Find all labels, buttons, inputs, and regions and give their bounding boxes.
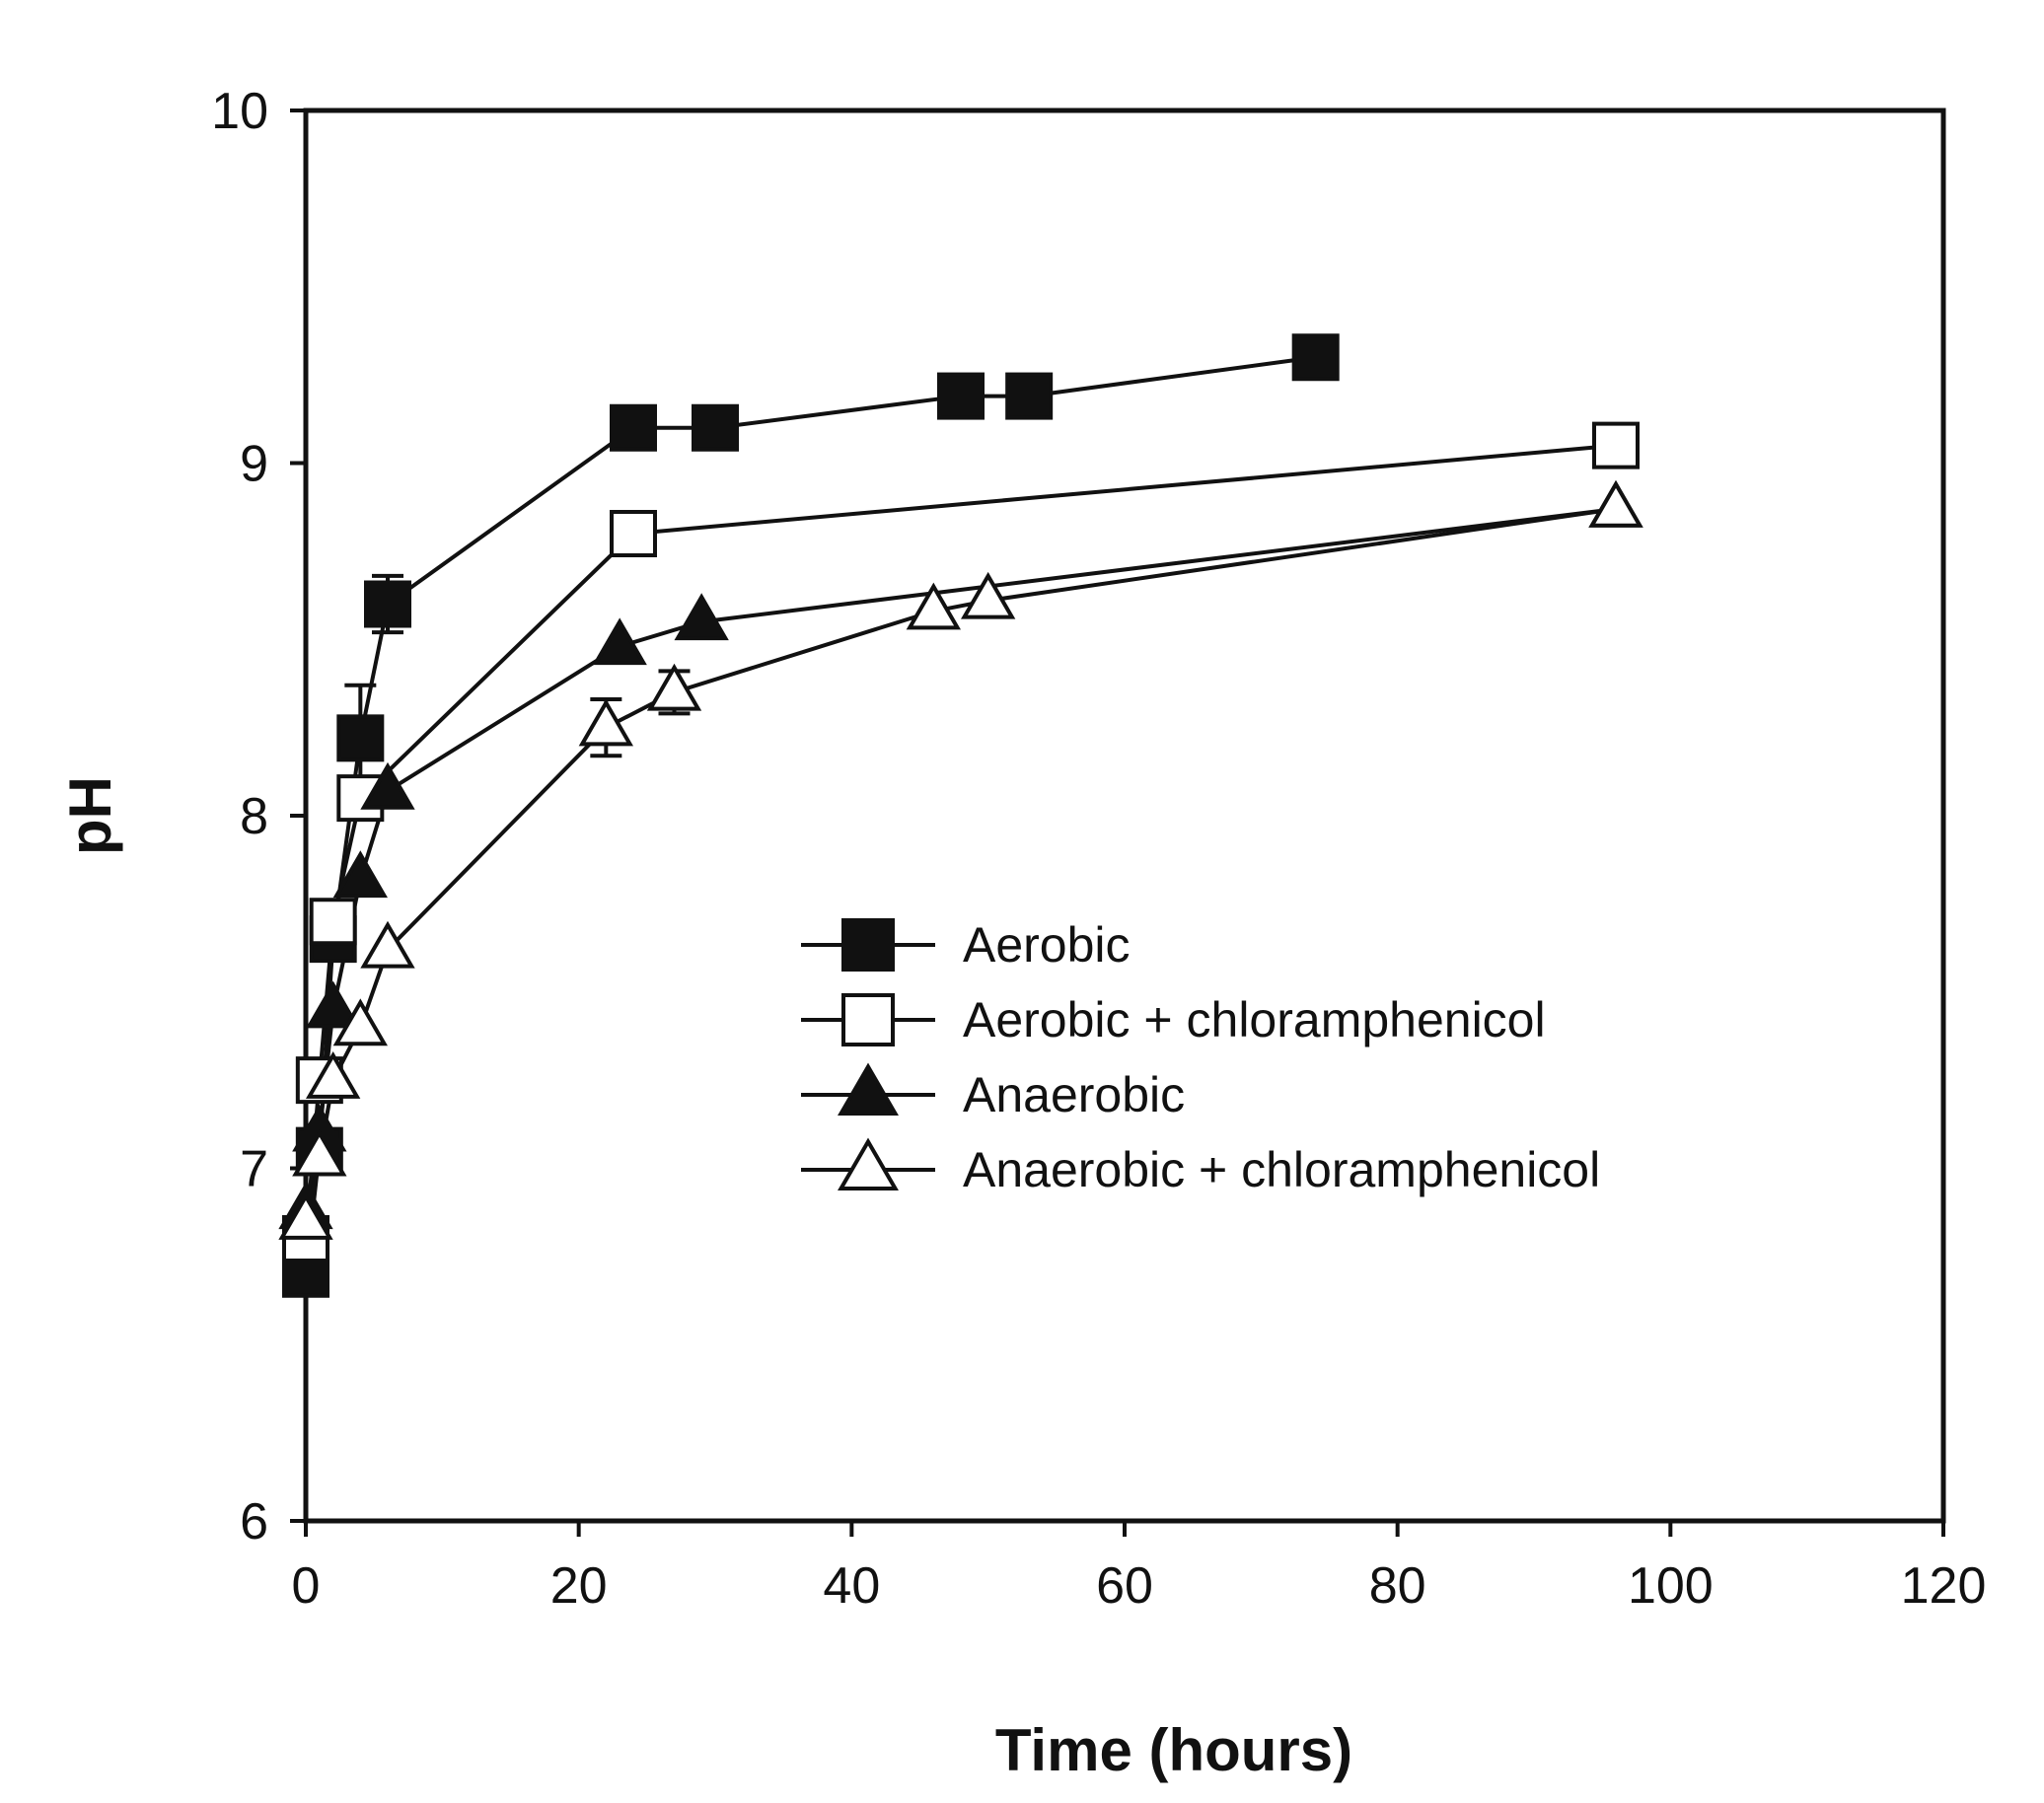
- data-point-anaerobic: [332, 850, 389, 899]
- data-point-anaerobic-chloramphenicol: [292, 1128, 347, 1177]
- x-tick-label: 20: [550, 1557, 608, 1615]
- data-point-anaerobic-chloramphenicol: [305, 1051, 361, 1099]
- data-point-aerobic: [336, 714, 385, 762]
- x-tick-label: 0: [292, 1557, 321, 1615]
- data-point-aerobic-chloramphenicol: [309, 898, 357, 946]
- x-tick-label: 40: [823, 1557, 880, 1615]
- x-tick-label: 100: [1628, 1557, 1714, 1615]
- y-tick-label: 8: [240, 788, 268, 845]
- data-point-aerobic-chloramphenicol: [610, 510, 657, 557]
- data-point-aerobic: [692, 403, 739, 452]
- legend-label-aerobic: Aerobic: [963, 917, 1131, 973]
- legend-label-anaerobic-chloramphenicol: Anaerobic + chloramphenicol: [963, 1142, 1600, 1197]
- data-point-anaerobic-chloramphenicol: [646, 663, 702, 711]
- data-point-aerobic-chloramphenicol: [1592, 421, 1640, 469]
- data-point-anaerobic: [592, 617, 647, 666]
- legend-marker-anaerobic: [838, 1062, 899, 1116]
- legend-marker-anaerobic-chloramphenicol: [838, 1137, 899, 1190]
- x-axis-title: Time (hours): [995, 1717, 1352, 1783]
- data-point-anaerobic-chloramphenicol: [278, 1192, 333, 1240]
- data-point-anaerobic-chloramphenicol: [960, 571, 1016, 619]
- legend-label-anaerobic: Anaerobic: [963, 1067, 1185, 1122]
- series-line-aerobic-chloramphenicol: [304, 443, 1617, 1240]
- y-tick-label: 7: [240, 1141, 268, 1198]
- y-tick-label: 9: [240, 436, 268, 493]
- legend-label-aerobic-chloramphenicol: Aerobic + chloramphenicol: [963, 992, 1546, 1047]
- data-point-anaerobic-chloramphenicol: [578, 698, 634, 747]
- series-line-anaerobic-chloramphenicol: [304, 506, 1617, 1222]
- series-line-aerobic: [304, 355, 1316, 1274]
- data-point-aerobic: [610, 403, 657, 452]
- data-point-anaerobic: [360, 761, 415, 810]
- x-tick-label: 60: [1096, 1557, 1153, 1615]
- y-tick-label: 6: [240, 1493, 268, 1551]
- x-tick-label: 120: [1901, 1557, 1987, 1615]
- legend-marker-aerobic-chloramphenicol: [841, 993, 895, 1046]
- data-point-aerobic: [1291, 333, 1340, 382]
- data-point-anaerobic: [305, 980, 361, 1029]
- data-point-anaerobic-chloramphenicol: [1588, 479, 1643, 528]
- series-line-anaerobic: [304, 506, 1617, 1211]
- legend-marker-aerobic: [841, 918, 895, 972]
- plot-frame: [303, 108, 1946, 1524]
- data-point-anaerobic-chloramphenicol: [906, 582, 962, 630]
- legend: Aerobic Aerobic + chloramphenicol Anaerobi…: [801, 917, 1600, 1197]
- data-point-anaerobic: [674, 593, 729, 641]
- data-point-aerobic: [1005, 372, 1054, 420]
- data-point-anaerobic-chloramphenicol: [360, 920, 415, 969]
- series-lines: [304, 355, 1617, 1274]
- data-point-anaerobic-chloramphenicol: [332, 998, 389, 1046]
- y-axis-title: pH: [57, 776, 123, 855]
- axis-ticks: 0 20 40 60 80 100 120 6 7 8 9 10: [211, 83, 1986, 1615]
- data-point-aerobic: [364, 580, 411, 628]
- x-tick-label: 80: [1369, 1557, 1426, 1615]
- y-tick-label: 10: [211, 83, 268, 140]
- series-markers: [278, 333, 1643, 1298]
- data-point-aerobic: [937, 372, 985, 420]
